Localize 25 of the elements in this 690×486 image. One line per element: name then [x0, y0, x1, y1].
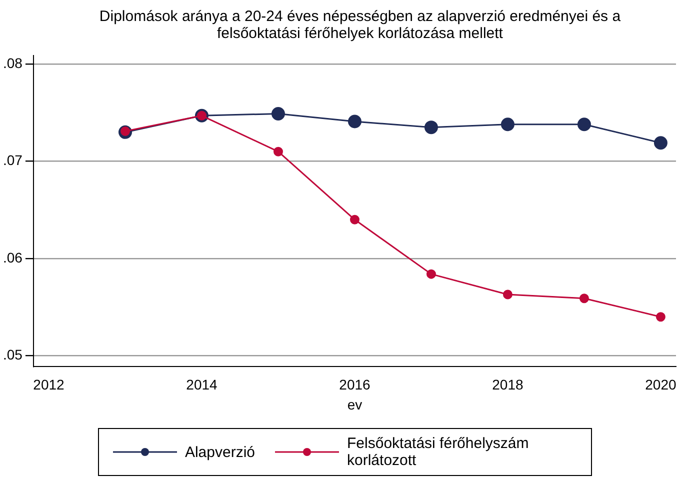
point	[271, 106, 285, 120]
y-tick-label: .06	[2, 249, 23, 266]
y-tick-label: .05	[2, 346, 23, 363]
point	[426, 269, 436, 279]
point	[273, 146, 283, 156]
x-tick-label: 2014	[186, 376, 218, 393]
point	[348, 114, 362, 128]
legend-label: Alapverzió	[184, 444, 256, 460]
y-tick-label: .08	[2, 55, 23, 72]
point	[577, 118, 591, 132]
point	[656, 312, 666, 322]
point	[424, 120, 438, 134]
x-tick-label: 2012	[33, 376, 65, 393]
x-tick-label: 2020	[645, 376, 676, 393]
point	[502, 290, 512, 300]
legend-label: Felsőoktatási férőhelyszám korlátozott	[347, 435, 530, 469]
chart-title: Diplomások aránya a 20-24 éves népességben az alapverzió eredményei és a felsőoktatási férőhelyek korlátozása mellett	[98, 7, 622, 44]
point	[350, 214, 360, 224]
point	[654, 136, 668, 150]
point	[579, 294, 589, 304]
x-tick-label: 2016	[339, 376, 371, 393]
point	[500, 118, 514, 132]
x-tick-label: 2018	[492, 376, 524, 393]
y-tick-label: .07	[2, 152, 23, 168]
x-axis-title: ev	[347, 396, 362, 412]
